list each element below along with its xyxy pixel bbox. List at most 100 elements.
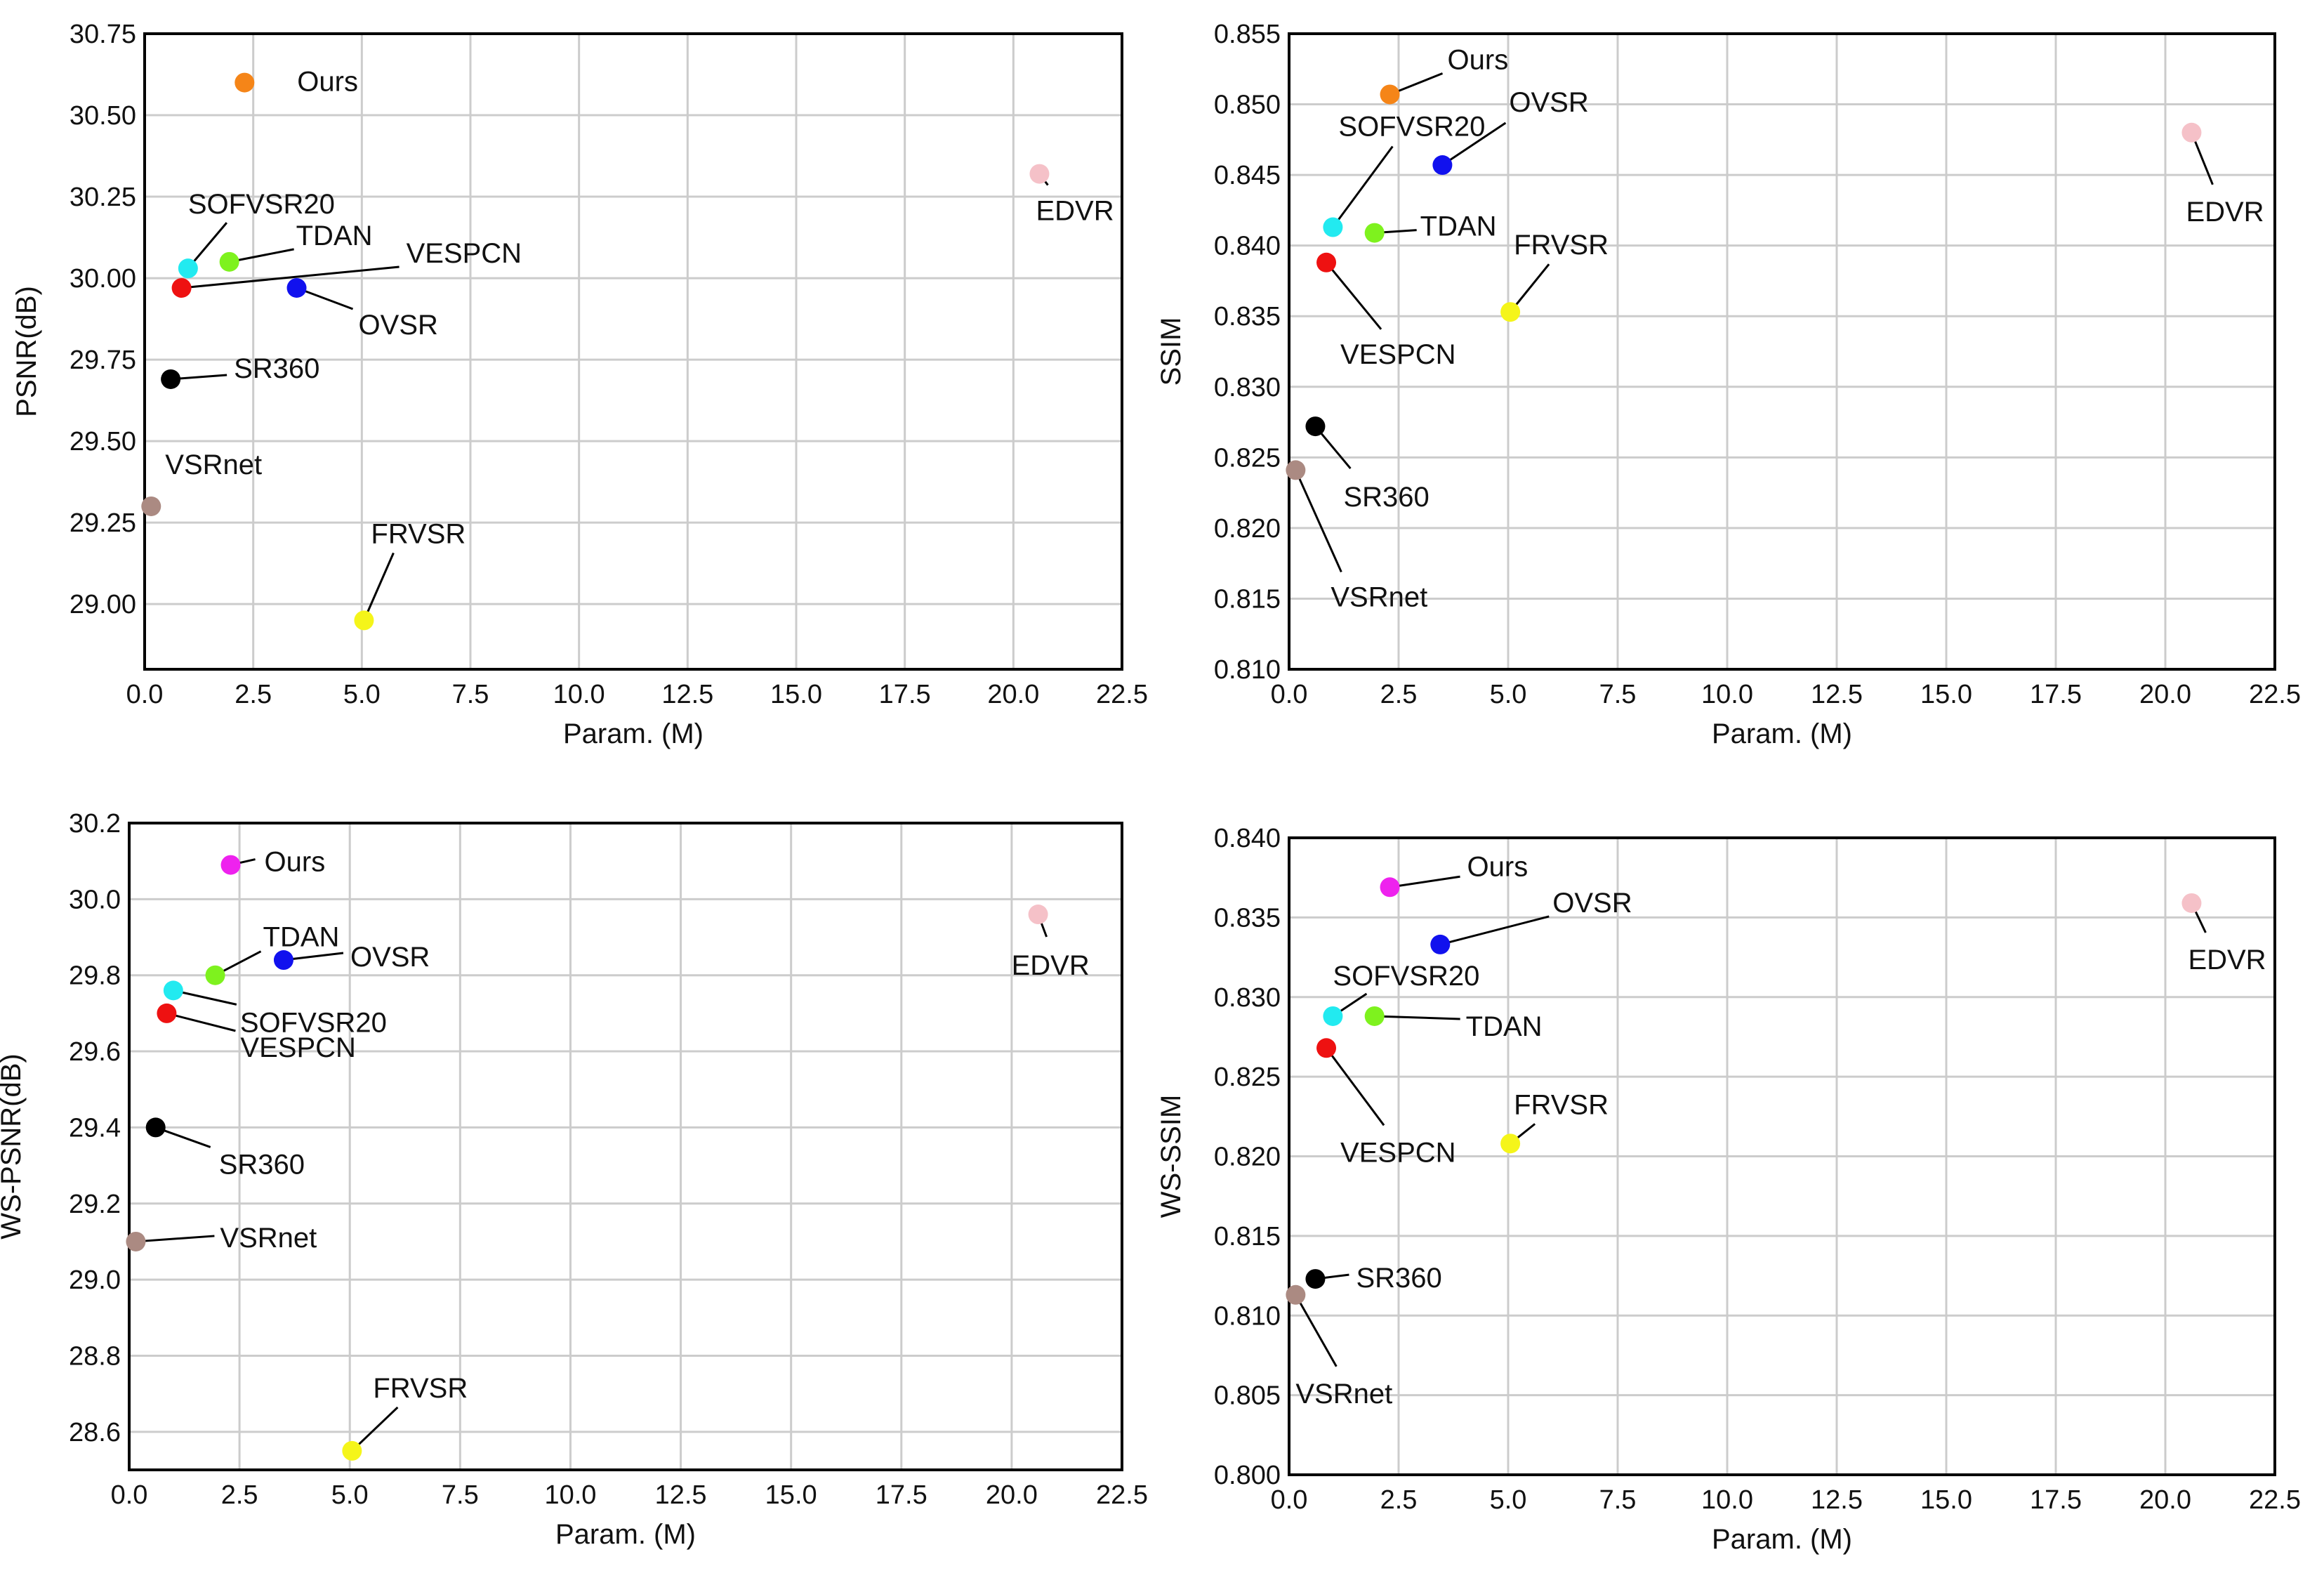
leader-line-ovsr: [1441, 121, 1507, 166]
x-tick-label: 15.0: [770, 680, 822, 709]
leader-line-ovsr: [283, 952, 344, 961]
y-tick-label: 0.850: [1214, 91, 1281, 120]
y-tick-label: 0.825: [1214, 1063, 1281, 1092]
y-tick-label: 0.825: [1214, 443, 1281, 473]
x-axis-title: Param. (M): [555, 1519, 696, 1550]
point-sr360: [1305, 416, 1326, 437]
point-label-ovsr: OVSR: [1509, 87, 1588, 118]
y-tick-label: 0.805: [1214, 1381, 1281, 1411]
point-ovsr: [286, 278, 307, 298]
leader-line-vespcn: [166, 1012, 236, 1032]
y-tick-label: 29.2: [69, 1190, 121, 1219]
point-tdan: [219, 251, 239, 272]
point-ovsr: [273, 950, 293, 971]
leader-line-vespcn: [181, 265, 400, 289]
y-tick-label: 0.810: [1214, 1301, 1281, 1331]
point-vespcn: [157, 1003, 177, 1023]
x-axis-title: Param. (M): [563, 718, 704, 749]
point-label-vsrnet: VSRnet: [220, 1223, 317, 1254]
x-tick-label: 0.0: [111, 1480, 148, 1510]
x-tick-label: 10.0: [553, 680, 605, 709]
point-edvr: [1029, 164, 1050, 184]
y-tick-label: 0.830: [1214, 373, 1281, 402]
point-label-sr360: SR360: [1343, 482, 1429, 513]
y-tick-label: 29.25: [70, 508, 136, 538]
x-tick-label: 10.0: [1701, 680, 1753, 709]
point-frvsr: [354, 610, 374, 631]
leader-line-ours: [1389, 875, 1460, 888]
point-frvsr: [1500, 1133, 1521, 1154]
point-label-ovsr: OVSR: [350, 942, 430, 973]
point-label-tdan: TDAN: [1420, 211, 1497, 242]
point-sofvsr20: [178, 258, 198, 279]
point-label-sofvsr20: SOFVSR20: [240, 1007, 387, 1038]
leader-line-vsrnet: [136, 1235, 215, 1243]
x-tick-label: 7.5: [1599, 1485, 1637, 1515]
point-vespcn: [1316, 1038, 1337, 1058]
x-tick-label: 17.5: [2030, 1485, 2082, 1515]
point-label-vsrnet: VSRnet: [1331, 581, 1427, 612]
point-label-edvr: EDVR: [1012, 950, 1090, 981]
point-label-frvsr: FRVSR: [373, 1373, 468, 1404]
y-tick-label: 29.75: [70, 346, 136, 375]
y-tick-label: 0.840: [1214, 824, 1281, 853]
point-edvr: [2181, 893, 2202, 913]
y-tick-label: 0.815: [1214, 584, 1281, 614]
x-tick-label: 7.5: [452, 680, 489, 709]
leader-line-vespcn: [1325, 261, 1382, 330]
y-tick-label: 30.00: [70, 264, 136, 294]
y-tick-label: 0.835: [1214, 903, 1281, 933]
point-ovsr: [1432, 155, 1453, 176]
y-tick-label: 30.0: [69, 885, 121, 914]
point-label-sofvsr20: SOFVSR20: [1338, 112, 1485, 143]
point-edvr: [1028, 905, 1048, 925]
point-ours: [220, 855, 241, 875]
point-label-vsrnet: VSRnet: [1295, 1379, 1392, 1409]
x-tick-label: 15.0: [1920, 680, 1972, 709]
y-tick-label: 0.840: [1214, 232, 1281, 261]
x-tick-label: 2.5: [1380, 680, 1418, 709]
x-tick-label: 20.0: [987, 680, 1039, 709]
x-tick-label: 12.5: [661, 680, 713, 709]
chart-psnr: 0.0 2.5 5.0 7.5 10.0 12.5 15.0 17.5 20.0 22.5 29.0…: [11, 20, 1148, 749]
x-tick-label: 22.5: [1096, 680, 1148, 709]
point-label-vespcn: VESPCN: [1340, 1137, 1456, 1168]
x-tick-label: 20.0: [986, 1480, 1038, 1510]
plot-frame: [128, 822, 1123, 1471]
y-tick-label: 29.6: [69, 1037, 121, 1067]
x-tick-label: 5.0: [343, 680, 381, 709]
point-tdan: [1364, 223, 1385, 243]
y-tick-label: 29.8: [69, 961, 121, 991]
x-tick-label: 0.0: [1271, 1485, 1308, 1515]
point-vsrnet: [126, 1231, 146, 1251]
leader-line-frvsr: [1509, 263, 1550, 313]
point-label-ours: Ours: [1448, 44, 1509, 75]
y-tick-label: 29.4: [69, 1113, 121, 1143]
y-tick-label: 30.25: [70, 183, 136, 212]
leader-line-sofvsr20: [173, 989, 237, 1006]
point-label-sr360: SR360: [1356, 1263, 1441, 1294]
point-label-edvr: EDVR: [2188, 945, 2266, 975]
x-tick-label: 12.5: [1811, 1485, 1863, 1515]
x-axis-title: Param. (M): [1712, 1524, 1852, 1555]
y-tick-label: 30.2: [69, 809, 121, 839]
x-tick-label: 2.5: [235, 680, 272, 709]
y-tick-label: 0.810: [1214, 655, 1281, 685]
point-vespcn: [1316, 252, 1337, 272]
x-tick-label: 15.0: [765, 1480, 817, 1510]
point-vsrnet: [141, 496, 161, 516]
point-frvsr: [342, 1440, 362, 1461]
point-tdan: [205, 965, 225, 985]
y-tick-label: 30.75: [70, 20, 136, 49]
leader-line-frvsr: [351, 1406, 399, 1452]
point-label-ovsr: OVSR: [1552, 888, 1632, 919]
point-label-ours: Ours: [1467, 851, 1529, 882]
x-tick-label: 5.0: [331, 1480, 369, 1510]
chart-ws-ssim: 0.0 2.5 5.0 7.5 10.0 12.5 15.0 17.5 20.0 22.5 0.80…: [1156, 824, 2301, 1555]
point-edvr: [2181, 122, 2202, 143]
point-vsrnet: [1286, 1284, 1306, 1305]
point-label-sr360: SR360: [234, 353, 319, 384]
leader-line-vespcn: [1325, 1047, 1385, 1126]
point-label-tdan: TDAN: [296, 221, 373, 251]
